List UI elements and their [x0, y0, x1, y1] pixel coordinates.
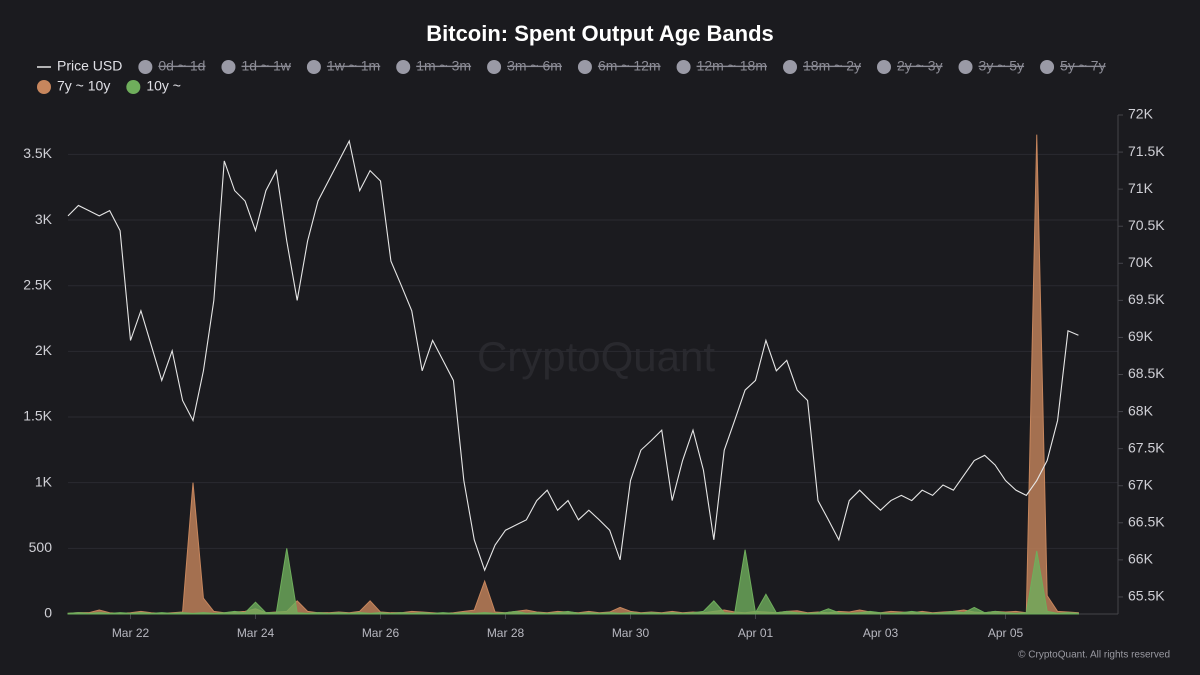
chart-title: Bitcoin: Spent Output Age Bands	[426, 21, 774, 46]
y-tick-label: 500	[29, 539, 53, 555]
y2-tick-label: 68K	[1128, 402, 1154, 418]
x-tick-label: Apr 01	[738, 626, 774, 640]
legend-item[interactable]: 18m ~ 2y	[783, 58, 861, 74]
y2-tick-label: 69K	[1128, 328, 1154, 344]
legend-label: 7y ~ 10y	[57, 78, 110, 94]
legend-marker	[221, 60, 236, 74]
y-tick-label: 2K	[35, 342, 53, 358]
legend-marker	[676, 60, 691, 74]
y2-tick-label: 70.5K	[1128, 217, 1165, 233]
legend-label: Price USD	[57, 58, 122, 74]
legend-marker	[37, 80, 51, 94]
legend-item[interactable]: 12m ~ 18m	[676, 58, 767, 74]
legend-item[interactable]: 0d ~ 1d	[138, 58, 205, 74]
legend-marker	[877, 60, 891, 74]
legend-item[interactable]: 3m ~ 6m	[487, 58, 562, 74]
legend-label: 10y ~	[146, 78, 181, 94]
y2-tick-label: 70K	[1128, 254, 1154, 270]
x-tick-label: Mar 30	[612, 626, 650, 640]
x-tick-label: Apr 05	[988, 626, 1024, 640]
legend-marker	[958, 60, 973, 74]
y-tick-label: 0	[44, 605, 52, 621]
area	[67, 548, 1079, 615]
legend-label: 2y ~ 3y	[897, 58, 943, 74]
legend-marker	[126, 80, 141, 94]
copyright: © CryptoQuant. All rights reserved	[1018, 650, 1170, 661]
legend-marker	[396, 60, 411, 74]
legend-label: 5y ~ 7y	[1060, 58, 1106, 74]
legend-item[interactable]: 5y ~ 7y	[1040, 58, 1106, 74]
y2-tick-label: 71K	[1128, 180, 1154, 196]
legend-item[interactable]: 2y ~ 3y	[877, 58, 943, 74]
legend-label: 1d ~ 1w	[241, 58, 291, 74]
x-tick-label: Mar 28	[487, 626, 525, 640]
y-tick-label: 1.5K	[23, 408, 52, 424]
legend-item[interactable]: 1d ~ 1w	[221, 58, 292, 74]
x-tick-label: Mar 22	[112, 626, 150, 640]
legend-item[interactable]: Price USD	[37, 58, 122, 74]
price-line	[67, 139, 1079, 572]
y2-tick-label: 67K	[1128, 476, 1154, 492]
legend-item[interactable]: 3y ~ 5y	[958, 58, 1025, 74]
y2-tick-label: 71.5K	[1128, 143, 1165, 159]
legend-label: 12m ~ 18m	[697, 58, 767, 74]
x-tick-label: Mar 24	[237, 626, 275, 640]
legend-item[interactable]: 6m ~ 12m	[577, 58, 661, 74]
legend-marker	[1040, 60, 1055, 74]
y2-tick-label: 72K	[1128, 106, 1154, 122]
legend-label: 1m ~ 3m	[416, 58, 471, 74]
y2-tick-label: 67.5K	[1128, 439, 1165, 455]
y2-tick-label: 65.5K	[1128, 588, 1165, 604]
legend-marker	[306, 60, 321, 74]
legend-item[interactable]: 7y ~ 10y	[37, 78, 110, 94]
y2-tick-label: 68.5K	[1128, 365, 1165, 381]
legend-label: 6m ~ 12m	[598, 58, 661, 74]
y-tick-label: 3.5K	[23, 145, 52, 161]
legend-label: 18m ~ 2y	[803, 58, 861, 74]
y-tick-label: 2.5K	[23, 276, 52, 292]
y2-tick-label: 69.5K	[1128, 291, 1165, 307]
legend-label: 0d ~ 1d	[158, 58, 205, 74]
legend-marker	[577, 60, 592, 74]
legend-item[interactable]: 1w ~ 1m	[306, 58, 380, 74]
x-tick-label: Apr 03	[863, 626, 899, 640]
watermark: CryptoQuant	[477, 333, 715, 380]
y2-tick-label: 66.5K	[1128, 514, 1165, 530]
legend-item[interactable]: 1m ~ 3m	[396, 58, 471, 74]
legend-label: 3y ~ 5y	[979, 58, 1025, 74]
y-tick-label: 3K	[35, 211, 53, 227]
x-tick-label: Mar 26	[362, 626, 400, 640]
y2-tick-label: 66K	[1128, 551, 1154, 567]
legend-marker	[138, 60, 153, 74]
legend-marker	[487, 60, 502, 74]
legend-item[interactable]: 10y ~	[126, 78, 181, 94]
y-tick-label: 1K	[35, 473, 53, 489]
legend-label: 3m ~ 6m	[507, 58, 562, 74]
legend-label: 1w ~ 1m	[327, 58, 380, 74]
legend-marker	[783, 60, 798, 74]
